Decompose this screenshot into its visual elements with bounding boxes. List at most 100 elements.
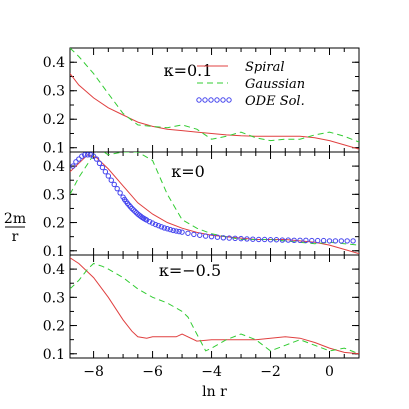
x-tick-label: 0: [325, 364, 334, 380]
x-tick-label: −4: [201, 364, 222, 380]
data-point: [191, 231, 197, 238]
data-point: [173, 228, 179, 234]
panel-label: κ=0: [171, 162, 205, 181]
panel-label: κ=−0.5: [159, 261, 221, 280]
data-point: [146, 219, 153, 225]
y-tick-label: 0.4: [43, 55, 65, 71]
y-tick-label: 0.2: [43, 112, 65, 128]
legend: Spiral Gaussian ODE Sol.: [196, 60, 305, 109]
data-point: [261, 236, 268, 243]
series-group: [70, 152, 359, 255]
data-point: [285, 237, 291, 243]
y-tick-label: 0.4: [43, 262, 65, 278]
data-point: [232, 235, 238, 242]
series-ode-sol-: [70, 152, 356, 244]
data-point: [158, 224, 165, 230]
data-point: [197, 232, 203, 238]
legend-label-spiral: Spiral: [245, 60, 285, 75]
y-tick-label: 0.1: [43, 347, 65, 363]
x-tick-label: −8: [83, 364, 104, 380]
data-point: [344, 238, 350, 244]
legend-label-gaussian: Gaussian: [245, 77, 305, 92]
data-point: [155, 222, 162, 229]
data-point: [111, 181, 117, 188]
data-point: [93, 156, 100, 162]
data-point: [90, 153, 97, 159]
data-point: [267, 237, 274, 243]
series-line-spiral: [70, 154, 359, 255]
series-group: [70, 48, 359, 150]
panel-label: κ=0.1: [164, 61, 213, 80]
data-point: [152, 221, 159, 228]
data-point: [326, 238, 333, 244]
data-point: [315, 237, 321, 244]
data-point: [114, 185, 120, 192]
data-point: [250, 236, 256, 242]
data-point: [73, 159, 79, 165]
y-tick-label: 0.3: [43, 290, 65, 306]
series-line-spiral: [70, 257, 359, 355]
data-point: [297, 237, 303, 244]
data-point: [214, 234, 221, 240]
data-point: [176, 228, 182, 235]
data-point: [70, 163, 76, 169]
panel-1: 0.1 0.2 0.3 0.4 κ=0.1: [43, 47, 360, 157]
series-line-gaussian: [70, 48, 359, 143]
x-tick-label: −2: [260, 364, 281, 380]
y-axis-title-numerator: 2m: [4, 211, 26, 227]
y-tick-label: 0.1: [43, 141, 65, 157]
data-point: [76, 156, 82, 162]
y-tick-label: 0.2: [43, 319, 65, 335]
y-tick-label: 0.1: [43, 244, 65, 260]
series-line-spiral: [70, 73, 359, 150]
data-point: [149, 220, 156, 226]
data-point: [108, 177, 114, 183]
data-point: [179, 229, 185, 235]
y-tick-label: 0.3: [43, 187, 65, 203]
data-point: [320, 237, 327, 244]
data-point: [99, 164, 106, 171]
chart-panels: 0.10.20.30.4 κ=0.10.10.20.30.4 κ=00.10.20.…: [43, 47, 360, 400]
series-line-gaussian: [70, 262, 359, 355]
y-axis-title: 2m r: [4, 211, 26, 245]
data-point: [220, 235, 227, 241]
data-point: [132, 208, 138, 214]
data-point: [87, 152, 94, 158]
data-point: [84, 152, 91, 158]
series-line-gaussian: [70, 152, 359, 246]
panel-2: 0.1 0.2 0.3 0.4 κ=0: [43, 151, 360, 260]
data-point: [202, 233, 209, 239]
data-point: [102, 169, 109, 175]
data-point: [338, 238, 345, 244]
y-tick-label: 0.3: [43, 84, 65, 100]
data-point: [350, 238, 356, 244]
y-axis-title-denominator: r: [12, 229, 19, 245]
data-point: [82, 152, 88, 158]
data-point: [167, 226, 173, 233]
x-tick-label: −6: [142, 364, 163, 380]
legend-label-ode: ODE Sol.: [245, 94, 305, 109]
data-point: [96, 160, 103, 166]
data-point: [161, 225, 168, 231]
data-point: [291, 237, 297, 244]
data-point: [309, 237, 315, 244]
data-point: [303, 237, 309, 244]
series-group: [70, 257, 359, 355]
data-point: [105, 173, 112, 179]
data-point: [130, 207, 137, 213]
data-point: [117, 190, 123, 196]
data-point: [273, 237, 280, 243]
data-point: [170, 227, 176, 234]
data-point: [164, 226, 171, 232]
data-point: [238, 235, 244, 242]
data-point: [185, 230, 191, 236]
legend-markers-ode: [196, 97, 232, 103]
data-point: [208, 233, 215, 240]
y-tick-label: 0.2: [43, 216, 65, 232]
data-point: [226, 235, 232, 241]
panel-frame: [69, 254, 360, 359]
data-point: [79, 153, 85, 159]
x-axis-title: ln r: [202, 384, 227, 400]
data-point: [332, 238, 339, 244]
